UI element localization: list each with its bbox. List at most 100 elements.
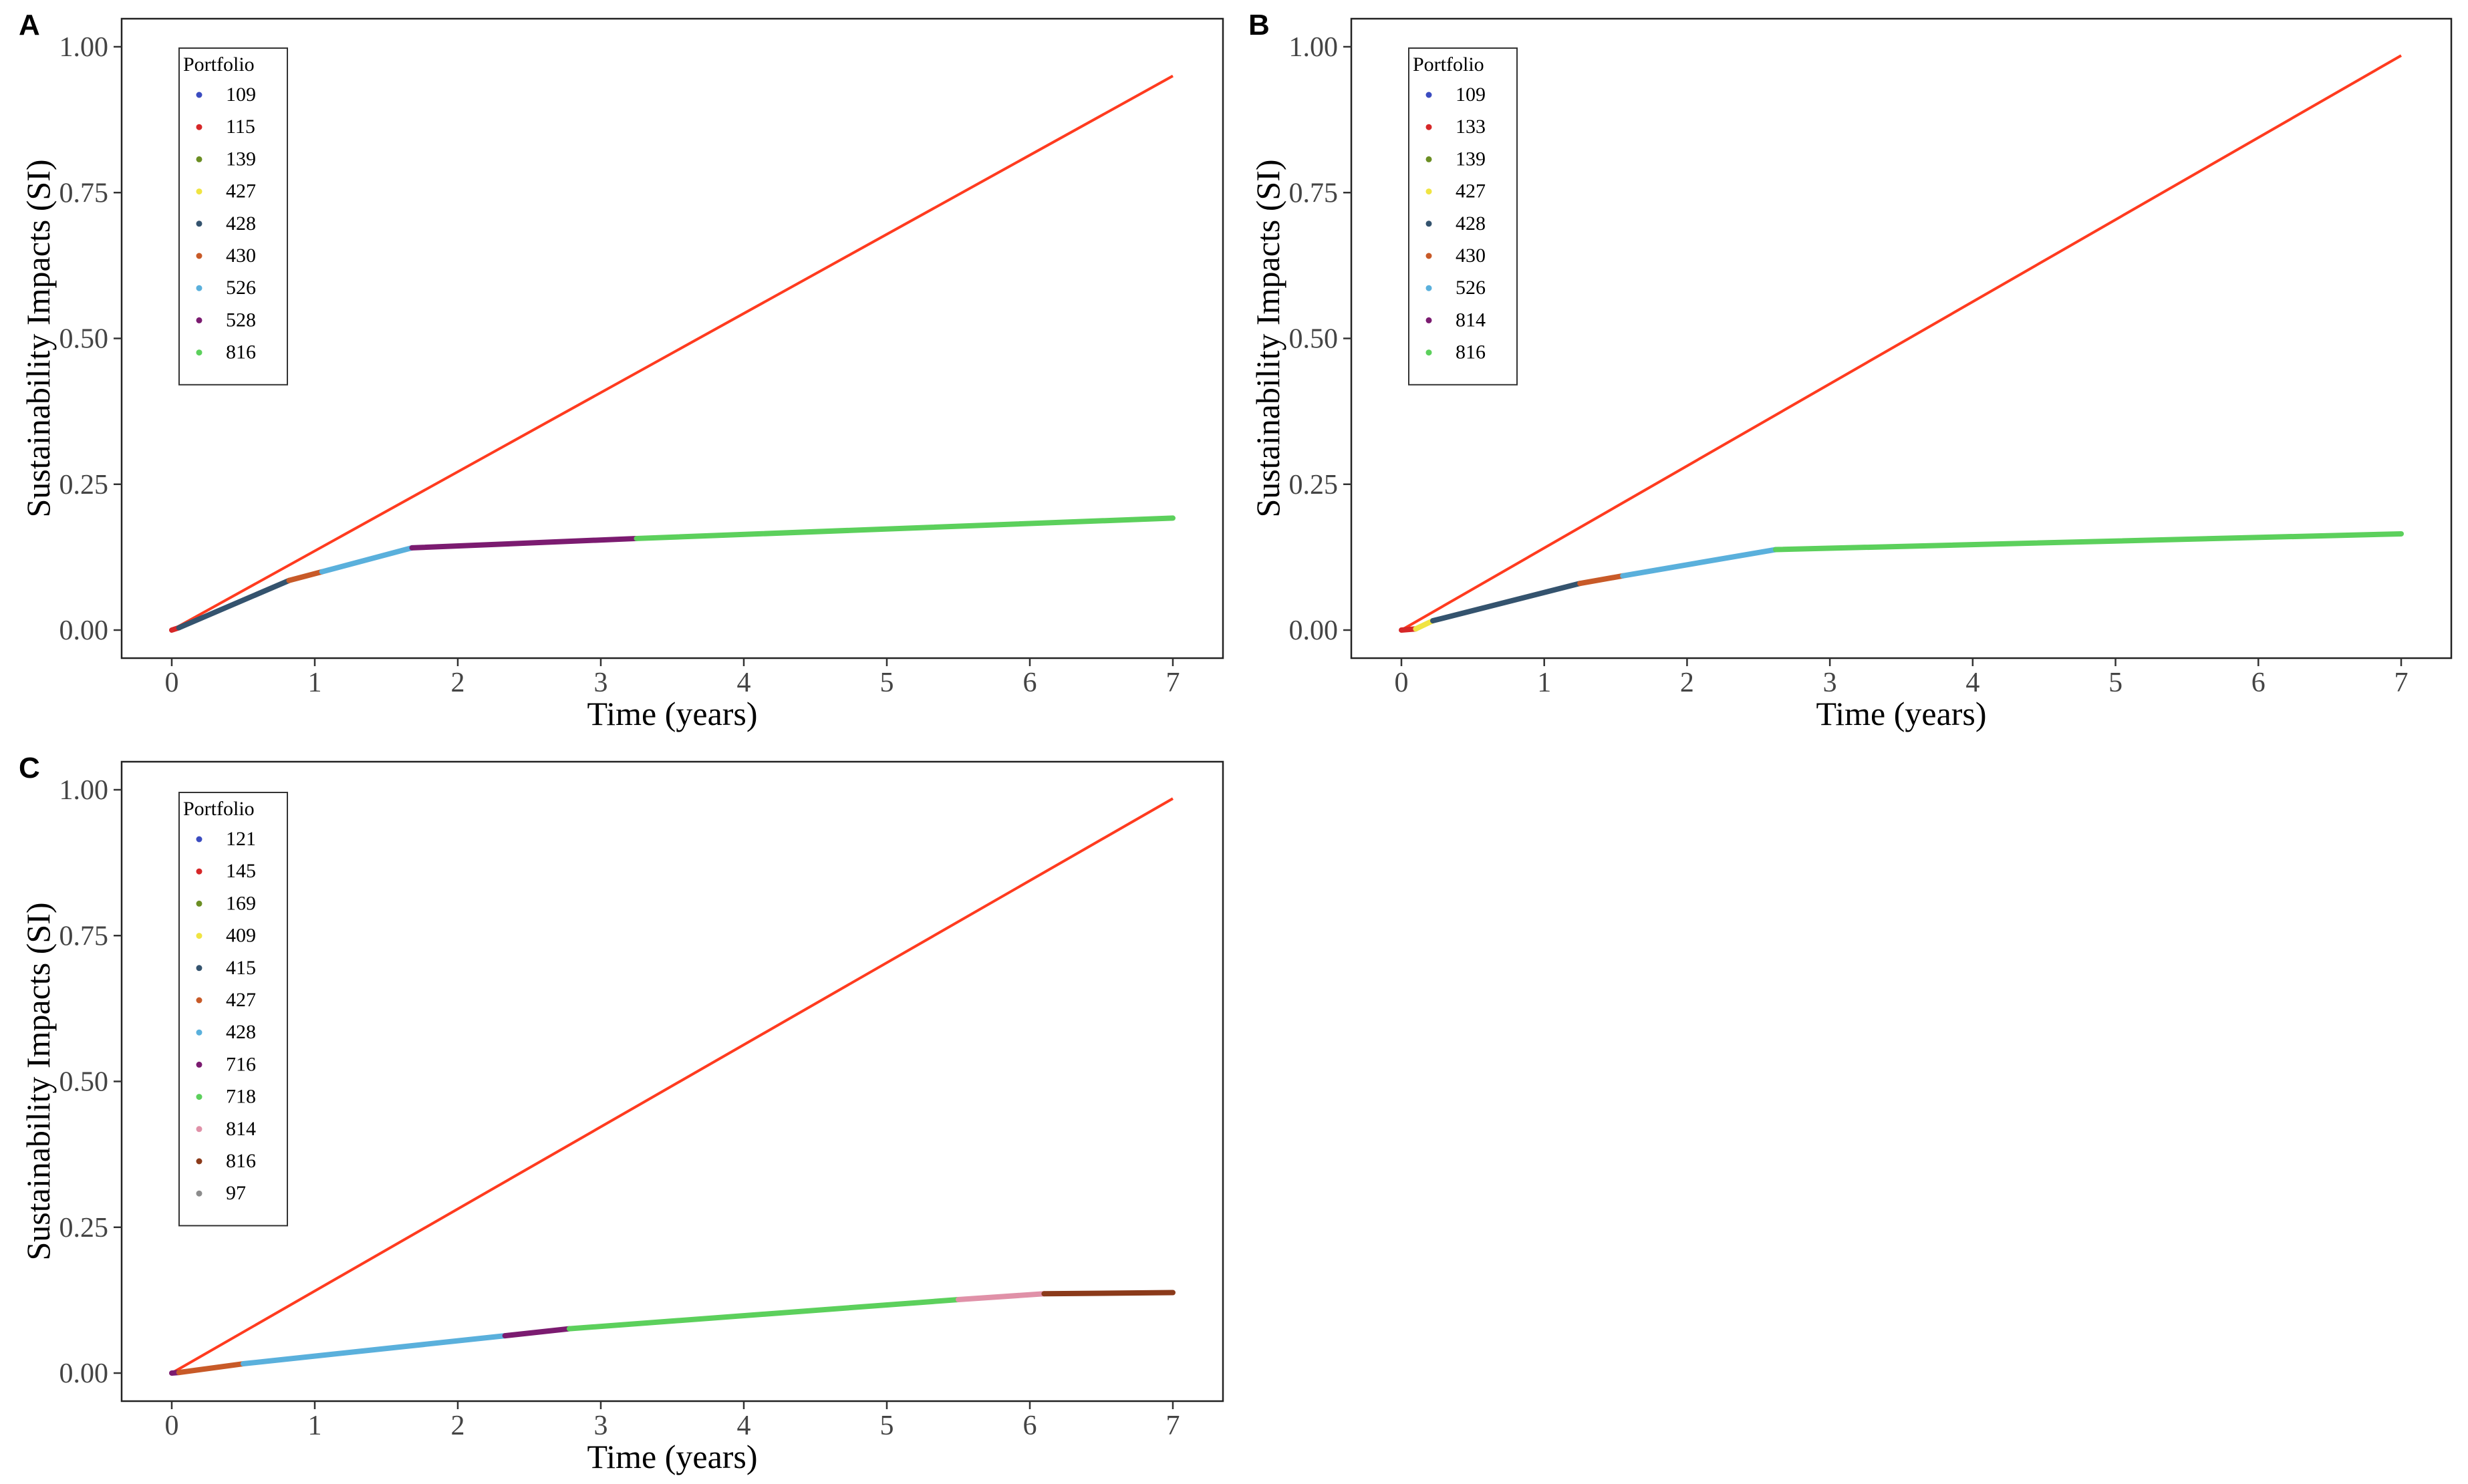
- legend-label: 427: [1456, 180, 1486, 202]
- y-tick-label: 0.50: [59, 324, 109, 355]
- legend-box: [178, 792, 288, 1227]
- series-segment-816: [1041, 1290, 1176, 1297]
- legend-key-528: [196, 317, 202, 323]
- legend-key-109: [1425, 92, 1432, 98]
- x-tick-label: 7: [1166, 667, 1180, 698]
- y-axis-title: Sustainability Impacts (SI): [19, 902, 57, 1260]
- x-tick-label: 1: [308, 667, 322, 698]
- x-tick-label: 2: [451, 667, 465, 698]
- legend-label: 718: [226, 1086, 256, 1108]
- legend-label: 528: [226, 309, 256, 331]
- y-axis-title: Sustainability Impacts (SI): [1249, 159, 1286, 517]
- series-segment-430: [1577, 573, 1626, 587]
- x-tick-label: 0: [165, 667, 179, 698]
- legend-label: 816: [1456, 341, 1486, 363]
- legend-label: 169: [226, 892, 256, 914]
- series-segment-430: [286, 569, 325, 583]
- y-tick-label: 0.00: [59, 1358, 109, 1389]
- legend-key-428: [1425, 220, 1432, 227]
- legend-key-430: [1425, 253, 1432, 259]
- legend-label: 816: [226, 341, 256, 363]
- legend-key-145: [196, 868, 202, 875]
- legend-label: 133: [1456, 116, 1486, 138]
- x-tick-label: 3: [594, 667, 608, 698]
- x-tick-label: 1: [308, 1411, 322, 1441]
- legend-label: 121: [226, 828, 256, 850]
- y-axis-title: Sustainability Impacts (SI): [19, 159, 57, 517]
- series-segment-526: [319, 545, 415, 575]
- series-segment-428: [1430, 581, 1583, 624]
- legend-label: 428: [226, 212, 256, 235]
- x-tick-label: 5: [880, 1411, 894, 1441]
- legend-key-415: [196, 965, 202, 972]
- legend-label: 427: [226, 989, 256, 1011]
- legend-label: 716: [226, 1053, 256, 1075]
- legend-key-526: [1425, 285, 1432, 291]
- legend-key-814: [1425, 317, 1432, 323]
- y-tick-label: 1.00: [59, 775, 109, 806]
- legend-label: 139: [1456, 148, 1486, 170]
- panel-c: C 0 1 2 3 4 5 6 7 0.00 0.25 0.50 0.75 1.00 Time (years…: [19, 752, 1224, 1475]
- y-tick-label: 0.50: [59, 1067, 109, 1098]
- series-segment-427: [1413, 618, 1436, 632]
- legend-label: 430: [226, 245, 256, 267]
- y-tick-label: 0.00: [1289, 615, 1339, 646]
- legend-key-526: [196, 285, 202, 291]
- legend-label: 814: [1456, 309, 1486, 331]
- legend-label: 430: [1456, 245, 1486, 267]
- x-tick-label: 3: [594, 1411, 608, 1441]
- x-tick-label: 3: [1823, 667, 1837, 698]
- x-axis-title: Time (years): [587, 1438, 757, 1475]
- legend-key-718: [196, 1094, 202, 1100]
- series-segment-427: [176, 1361, 246, 1376]
- legend-key-816: [196, 1158, 202, 1165]
- x-tick-label: 2: [451, 1411, 465, 1441]
- legend-label: 139: [226, 148, 256, 170]
- y-tick-label: 0.25: [59, 470, 109, 500]
- y-tick-label: 0.25: [59, 1213, 109, 1243]
- legend-key-169: [196, 900, 202, 907]
- x-tick-label: 7: [1166, 1411, 1180, 1441]
- legend-title: Portfolio: [183, 53, 255, 76]
- x-tick-label: 0: [1395, 667, 1409, 698]
- legend-key-716: [196, 1061, 202, 1068]
- legend-key-428: [196, 220, 202, 227]
- legend-label: 145: [226, 860, 256, 882]
- y-tick-label: 0.75: [1289, 178, 1339, 208]
- y-tick-label: 0.25: [1289, 470, 1339, 500]
- legend-label: 816: [226, 1150, 256, 1172]
- legend-label: 428: [226, 1021, 256, 1043]
- legend-key-139: [196, 156, 202, 162]
- panel-label: B: [1248, 9, 1270, 41]
- x-tick-label: 2: [1680, 667, 1694, 698]
- x-tick-label: 6: [1023, 667, 1037, 698]
- reference-line: [171, 74, 1174, 631]
- legend-key-109: [196, 92, 202, 98]
- x-tick-label: 6: [1023, 1411, 1037, 1441]
- legend-box: [1408, 47, 1518, 386]
- legend-box: [178, 47, 288, 386]
- panel-a: A 0 1 2 3 4 5 6 7 0.00 0.25 0.50 0.75 1.00 Time (years…: [19, 9, 1224, 732]
- panel-label: A: [19, 9, 40, 41]
- legend-label: 526: [1456, 277, 1486, 299]
- legend-label: 97: [226, 1182, 246, 1204]
- y-tick-label: 0.00: [59, 615, 109, 646]
- legend-key-428: [196, 1029, 202, 1036]
- legend-key-139: [1425, 156, 1432, 162]
- legend-key-816: [1425, 349, 1432, 356]
- legend-key-115: [196, 124, 202, 130]
- legend-label: 109: [1456, 84, 1486, 106]
- series-segment-814: [956, 1291, 1047, 1303]
- y-tick-label: 1.00: [1289, 32, 1339, 63]
- series-segment-528: [409, 535, 640, 551]
- legend-key-133: [1425, 124, 1432, 130]
- y-tick-label: 1.00: [59, 32, 109, 63]
- legend-key-427: [196, 997, 202, 1004]
- x-tick-label: 4: [737, 1411, 751, 1441]
- panel-label: C: [19, 752, 40, 784]
- series-segment-428: [176, 577, 292, 631]
- legend-key-427: [1425, 188, 1432, 195]
- legend-title: Portfolio: [1413, 53, 1484, 76]
- legend: Portfolio 109 133 139 427 428 430 526 814 816: [1408, 47, 1518, 386]
